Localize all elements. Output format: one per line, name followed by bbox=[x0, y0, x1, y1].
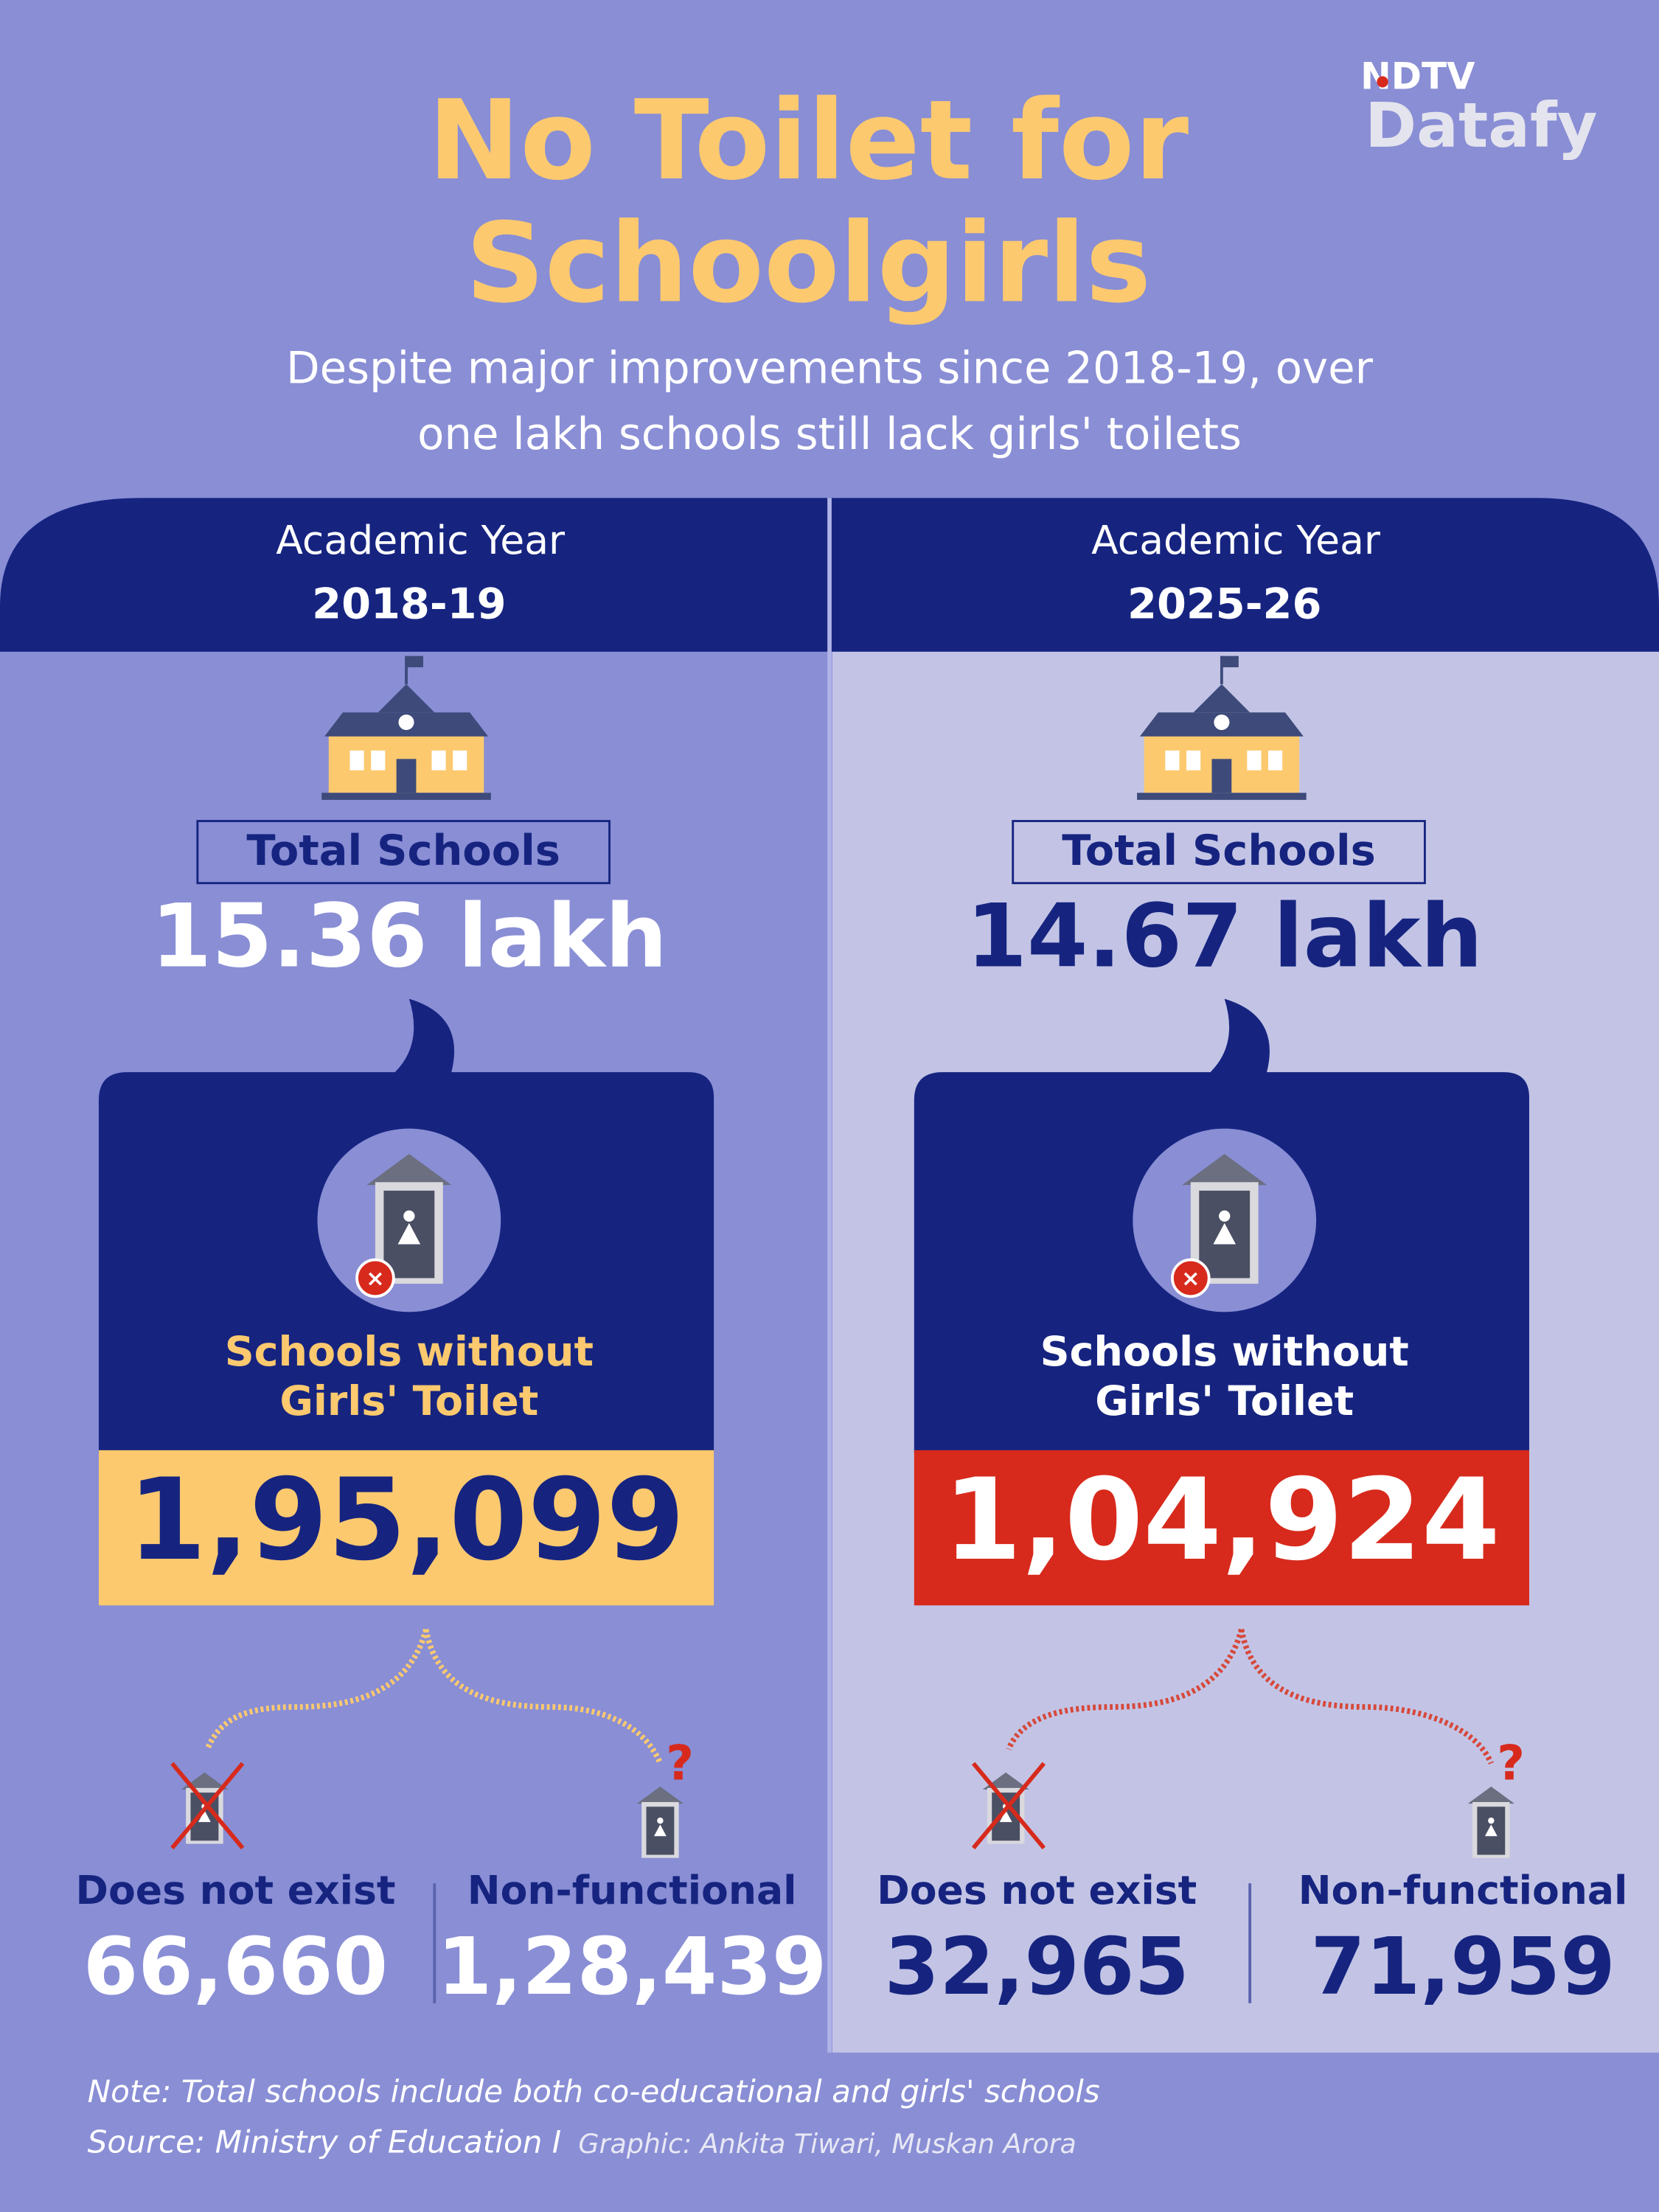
toilet-icon bbox=[653, 1824, 667, 1837]
logo-dot bbox=[1377, 76, 1388, 88]
footer-source: Source: Ministry of Education I bbox=[88, 2124, 562, 2160]
total-value: 14.67 lakh bbox=[966, 886, 1482, 987]
without-value: 1,04,924 bbox=[943, 1455, 1500, 1586]
school-icon bbox=[1193, 684, 1251, 713]
school-icon bbox=[453, 750, 467, 771]
school-icon bbox=[1211, 759, 1232, 793]
school-icon bbox=[1212, 713, 1231, 732]
school-icon bbox=[397, 713, 416, 732]
toilet-icon bbox=[366, 1154, 452, 1186]
total-label: Total Schools bbox=[246, 826, 560, 875]
without-value: 1,95,099 bbox=[128, 1455, 684, 1586]
cross-mark bbox=[170, 1761, 245, 1850]
cross-badge bbox=[355, 1258, 395, 1298]
total-label: Total Schools bbox=[1062, 826, 1376, 875]
split-curve bbox=[1238, 1629, 1494, 1765]
split-label: Does not exist bbox=[75, 1867, 395, 1913]
toilet-icon bbox=[1213, 1222, 1237, 1245]
toilet-icon bbox=[403, 1210, 415, 1222]
split-curve bbox=[1006, 1628, 1245, 1750]
year-label: Academic Year bbox=[1091, 517, 1381, 563]
without-band bbox=[914, 1450, 1529, 1606]
split-label: Does not exist bbox=[877, 1867, 1197, 1913]
split-value: 71,959 bbox=[1310, 1921, 1615, 2013]
split-value: 32,965 bbox=[885, 1921, 1189, 2013]
toilet-icon bbox=[1467, 1786, 1514, 1804]
split-value: 1,28,439 bbox=[437, 1921, 827, 2013]
school-icon bbox=[1247, 750, 1262, 771]
split-value: 66,660 bbox=[83, 1921, 388, 2013]
without-label: Girls' Toilet bbox=[279, 1378, 538, 1425]
year-label: Academic Year bbox=[276, 517, 566, 563]
split-curve bbox=[204, 1628, 429, 1750]
subtitle-line: Despite major improvements since 2018-19… bbox=[286, 342, 1374, 393]
school-icon bbox=[1268, 750, 1283, 771]
title-line: Schoolgirls bbox=[465, 199, 1151, 327]
cross-badge: × bbox=[1181, 1266, 1200, 1292]
school-icon bbox=[431, 750, 446, 771]
toilet-icon bbox=[1484, 1824, 1498, 1837]
school-icon bbox=[378, 684, 435, 713]
toilet-icon bbox=[397, 1222, 421, 1245]
school-icon bbox=[1186, 750, 1201, 771]
without-label: Schools without bbox=[1040, 1329, 1409, 1376]
footer-credit: Graphic: Ankita Tiwari, Muskan Arora bbox=[578, 2128, 1076, 2160]
total-label-box bbox=[1012, 820, 1426, 885]
logo-bottom: Datafy bbox=[1365, 89, 1597, 161]
toilet-icon bbox=[657, 1818, 664, 1824]
split-label: Non-functional bbox=[1298, 1867, 1628, 1913]
year: 2018-19 bbox=[312, 579, 506, 628]
toilet-icon bbox=[636, 1786, 684, 1804]
toilet-icon bbox=[999, 1810, 1012, 1823]
logo-top: NDTV bbox=[1360, 55, 1475, 98]
without-band bbox=[98, 1450, 714, 1606]
toilet-icon bbox=[1488, 1818, 1495, 1824]
split-label: Non-functional bbox=[467, 1867, 797, 1913]
school-icon bbox=[1165, 750, 1180, 771]
total-label-box bbox=[196, 820, 611, 885]
title-line: No Toilet for bbox=[428, 77, 1189, 205]
school-icon bbox=[321, 793, 491, 800]
toilet-icon bbox=[198, 1810, 211, 1823]
toilet-icon bbox=[1219, 1210, 1231, 1222]
without-label: Schools without bbox=[225, 1329, 594, 1376]
school-icon bbox=[1137, 793, 1307, 800]
school-icon bbox=[396, 759, 417, 793]
year: 2025-26 bbox=[1127, 579, 1321, 628]
cross-badge bbox=[1171, 1258, 1211, 1298]
question-mark: ? bbox=[1497, 1736, 1525, 1791]
school-icon bbox=[406, 655, 423, 667]
question-mark: ? bbox=[666, 1736, 694, 1791]
cross-badge: × bbox=[366, 1266, 385, 1292]
total-value: 15.36 lakh bbox=[151, 886, 667, 987]
school-icon bbox=[371, 750, 386, 771]
split-curve bbox=[423, 1629, 663, 1765]
school-icon bbox=[1221, 655, 1239, 667]
school-icon bbox=[349, 750, 364, 771]
cross-mark bbox=[971, 1761, 1046, 1850]
toilet-icon bbox=[1182, 1154, 1267, 1186]
without-label: Girls' Toilet bbox=[1095, 1378, 1354, 1425]
subtitle-line: one lakh schools still lack girls' toile… bbox=[417, 408, 1242, 459]
footer-note: Note: Total schools include both co-educ… bbox=[88, 2073, 1100, 2110]
